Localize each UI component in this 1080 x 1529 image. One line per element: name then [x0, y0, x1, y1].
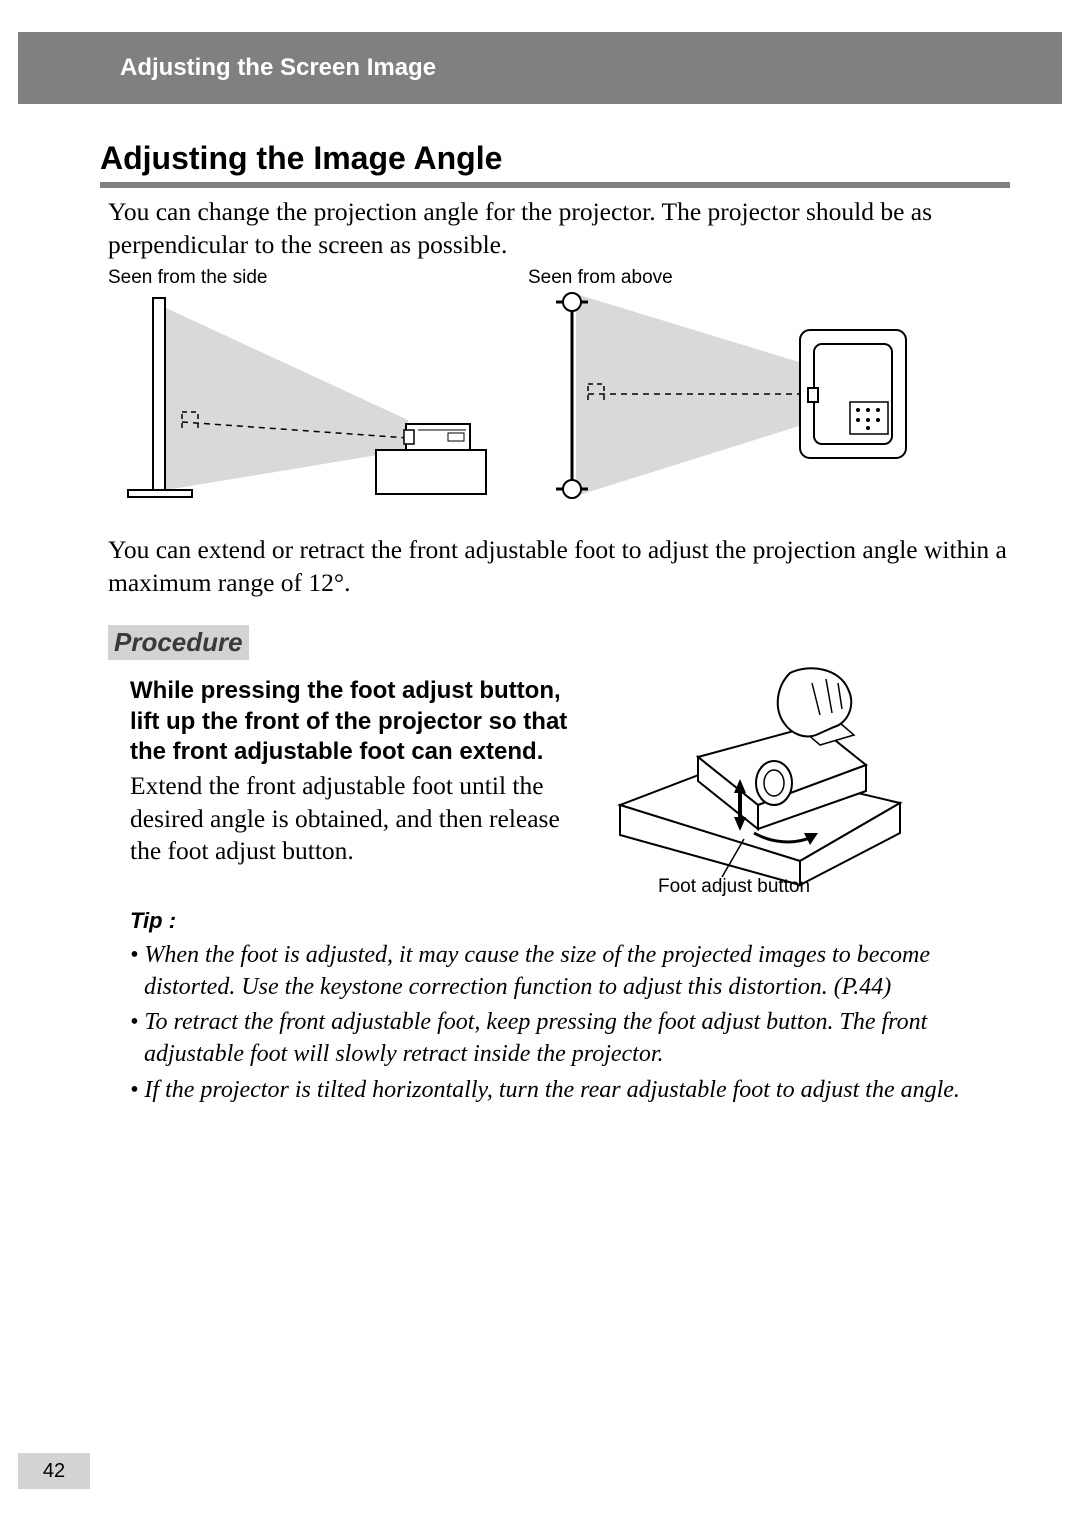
- tip-item: • When the foot is adjusted, it may caus…: [130, 940, 1008, 1003]
- header-title: Adjusting the Screen Image: [120, 54, 436, 82]
- diagram-top-view: [528, 290, 918, 500]
- diagram-side-view: [108, 290, 508, 500]
- section-title: Adjusting the Image Angle: [100, 140, 502, 177]
- procedure-figure: [610, 660, 910, 890]
- intro-paragraph: You can change the projection angle for …: [108, 196, 1008, 261]
- body-paragraph-1: You can extend or retract the front adju…: [108, 534, 1008, 599]
- diagram-label-top: Seen from above: [528, 267, 673, 289]
- procedure-figure-caption: Foot adjust button: [658, 876, 810, 898]
- procedure-lead-body: Extend the front adjustable foot until t…: [130, 770, 580, 868]
- tip-item: • If the projector is tilted horizontall…: [130, 1075, 1008, 1107]
- tip-label: Tip :: [130, 908, 176, 934]
- tip-list: • When the foot is adjusted, it may caus…: [130, 940, 1008, 1110]
- diagram-area: [108, 290, 1008, 510]
- diagram-label-side: Seen from the side: [108, 267, 267, 289]
- page-number-value: 42: [43, 1460, 65, 1483]
- procedure-label: Procedure: [108, 625, 249, 660]
- procedure-lead-bold: While pressing the foot adjust button, l…: [130, 676, 580, 768]
- page-number: 42: [18, 1453, 90, 1489]
- tip-item: • To retract the front adjustable foot, …: [130, 1007, 1008, 1070]
- section-rule: [100, 182, 1010, 188]
